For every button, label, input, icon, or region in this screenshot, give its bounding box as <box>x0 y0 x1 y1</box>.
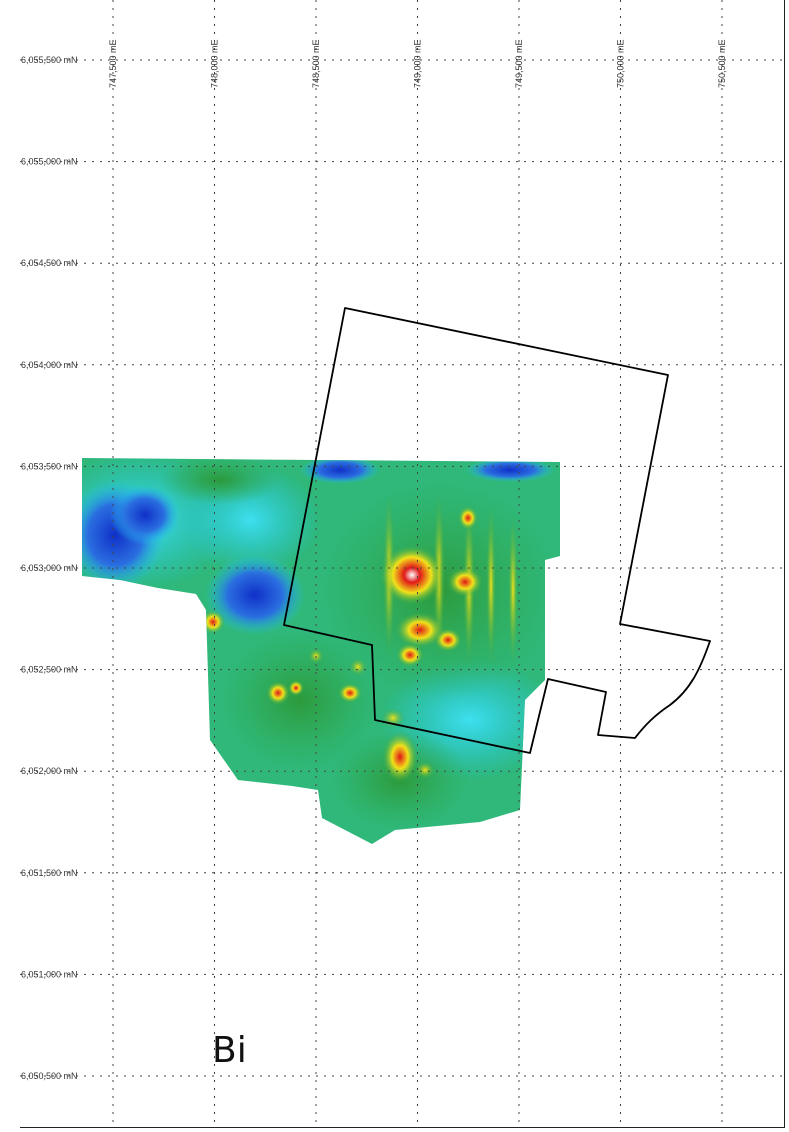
easting-label: 750,000 mE <box>616 39 626 88</box>
northing-labels: 6,055,500 mN 6,055,000 mN 6,054,500 mN 6,05… <box>21 55 78 1081</box>
easting-labels: 747,500 mE 748,000 mE 748,500 mE 749,000 mE… <box>108 39 727 88</box>
hot-anomaly <box>266 681 290 705</box>
northing-label: 6,054,500 mN <box>21 258 78 268</box>
hot-anomaly <box>382 731 418 783</box>
hot-anomaly <box>434 628 462 652</box>
northing-label: 6,052,500 mN <box>21 665 78 675</box>
hot-anomaly <box>201 610 225 634</box>
yellow-anomaly <box>415 761 435 779</box>
easting-label: 749,500 mE <box>514 39 524 88</box>
peak-anomaly <box>380 545 444 605</box>
scale-caption: metres <box>628 0 646 2</box>
hot-anomaly <box>288 680 304 696</box>
northing-label: 6,050,500 mN <box>21 1071 78 1081</box>
easting-label: 750,500 mE <box>717 39 727 88</box>
element-label: Bi <box>212 1030 247 1071</box>
hot-anomaly <box>396 643 424 667</box>
blue-low-zone <box>300 458 380 484</box>
anomaly-stripe <box>508 510 518 670</box>
easting-label: 748,000 mE <box>210 39 220 88</box>
northing-label: 6,053,000 mN <box>21 563 78 573</box>
northing-label: 6,054,000 mN <box>21 360 78 370</box>
hot-anomaly <box>338 683 362 703</box>
easting-label: 749,000 mE <box>413 39 423 88</box>
tenement-boundary <box>283 307 711 754</box>
map-frame <box>20 0 785 1128</box>
green-zone <box>220 630 380 770</box>
yellow-anomaly <box>349 658 367 676</box>
anomaly-stripe <box>486 500 496 670</box>
hot-anomaly <box>447 567 483 597</box>
northing-label: 6,051,500 mN <box>21 868 78 878</box>
easting-label: 748,500 mE <box>311 39 321 88</box>
hot-anomaly <box>458 506 478 530</box>
blue-low-zone <box>465 458 555 482</box>
northing-label: 6,055,500 mN <box>21 55 78 65</box>
northing-label: 6,053,500 mN <box>21 461 78 471</box>
hot-anomaly <box>395 612 445 648</box>
northing-label: 6,052,000 mN <box>21 766 78 776</box>
survey-heatmap <box>82 458 560 844</box>
northing-label: 6,051,000 mN <box>21 969 78 979</box>
green-zone <box>160 458 280 505</box>
blue-low-zone <box>110 485 180 545</box>
northing-label: 6,055,000 mN <box>21 157 78 167</box>
easting-label: 747,500 mE <box>108 39 118 88</box>
blue-low-zone <box>205 555 305 635</box>
